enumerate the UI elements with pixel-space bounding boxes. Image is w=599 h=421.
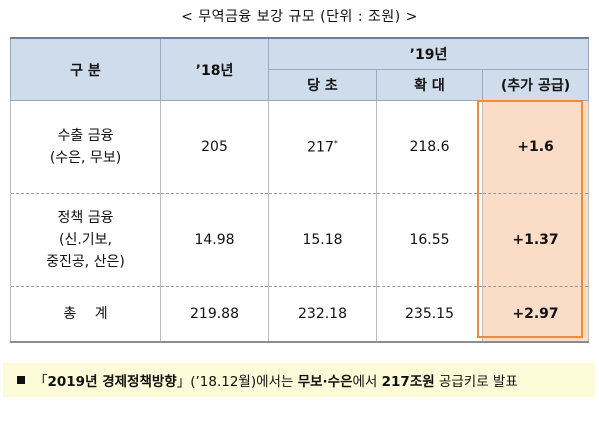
row-label-line: (수은, 무보) (49, 150, 122, 166)
note-target: 무보·수은 (297, 374, 353, 390)
cell-initial: 232.18 (268, 286, 377, 343)
header-category: 구 분 (10, 37, 161, 101)
cell-2018: 14.98 (160, 193, 269, 287)
row-label-line: (신.기보, (58, 232, 112, 248)
note-text-2: 에서 (352, 374, 382, 390)
note-box: 「2019년 경제정책방향」(’18.12월)에서는 무보·수은에서 217조원… (3, 363, 595, 397)
note-text-1: 에서는 (256, 374, 298, 390)
row-label: 정책 금융 (신.기보, 중진공, 산은) (10, 193, 161, 287)
cell-expand: 16.55 (376, 193, 483, 287)
note-doc-title: 2019년 경제정책방향 (47, 374, 177, 390)
cell-extra: +2.97 (481, 286, 590, 343)
row-label: 수출 금융 (수은, 무보) (10, 100, 161, 194)
table-row: 정책 금융 (신.기보, 중진공, 산은) 14.98 15.18 16.55 … (10, 193, 590, 287)
cell-initial: 217* (268, 100, 377, 194)
table-caption: < 무역금융 보강 규모 (단위 : 조원) > (181, 9, 418, 25)
cell-initial-value: 217 (307, 139, 334, 156)
row-label-line: 중진공, 산은) (46, 254, 125, 270)
cell-2018: 205 (160, 100, 269, 194)
cell-extra: +1.6 (481, 100, 590, 194)
table-row: 수출 금융 (수은, 무보) 205 217* 218.6 +1.6 (10, 100, 590, 194)
header-2019: ’19년 (267, 37, 590, 70)
cell-initial: 15.18 (268, 193, 377, 287)
header-2018: ’18년 (160, 37, 269, 101)
square-bullet-icon (17, 376, 25, 384)
note-date: (’18.12월) (190, 374, 257, 390)
row-label-line: 수출 금융 (57, 128, 114, 144)
table-row-total: 총 계 219.88 232.18 235.15 +2.97 (10, 286, 590, 343)
cell-extra: +1.37 (481, 193, 590, 287)
footnote-mark: * (333, 138, 338, 148)
finance-table: 구 분 ’18년 ’19년 당 초 확 대 (추가 공급) 수출 금융 (수은,… (10, 37, 590, 343)
note-close-quote: 」 (176, 374, 191, 390)
note-amount: 217조원 (381, 374, 435, 390)
row-label-line: 정책 금융 (57, 210, 114, 226)
note-open-quote: 「 (34, 374, 48, 390)
cell-expand: 218.6 (376, 100, 483, 194)
header-extra: (추가 공급) (481, 69, 590, 101)
finance-table-wrapper: 구 분 ’18년 ’19년 당 초 확 대 (추가 공급) 수출 금융 (수은,… (10, 37, 590, 343)
cell-2018: 219.88 (160, 286, 269, 343)
row-label: 총 계 (10, 286, 161, 343)
note-text: 「2019년 경제정책방향」(’18.12월)에서는 무보·수은에서 217조원… (34, 370, 518, 390)
row-label-line: 총 계 (63, 306, 108, 322)
header-expand: 확 대 (376, 69, 483, 101)
header-initial: 당 초 (268, 69, 377, 101)
note-text-3: 공급키로 발표 (434, 374, 518, 390)
cell-expand: 235.15 (376, 286, 483, 343)
